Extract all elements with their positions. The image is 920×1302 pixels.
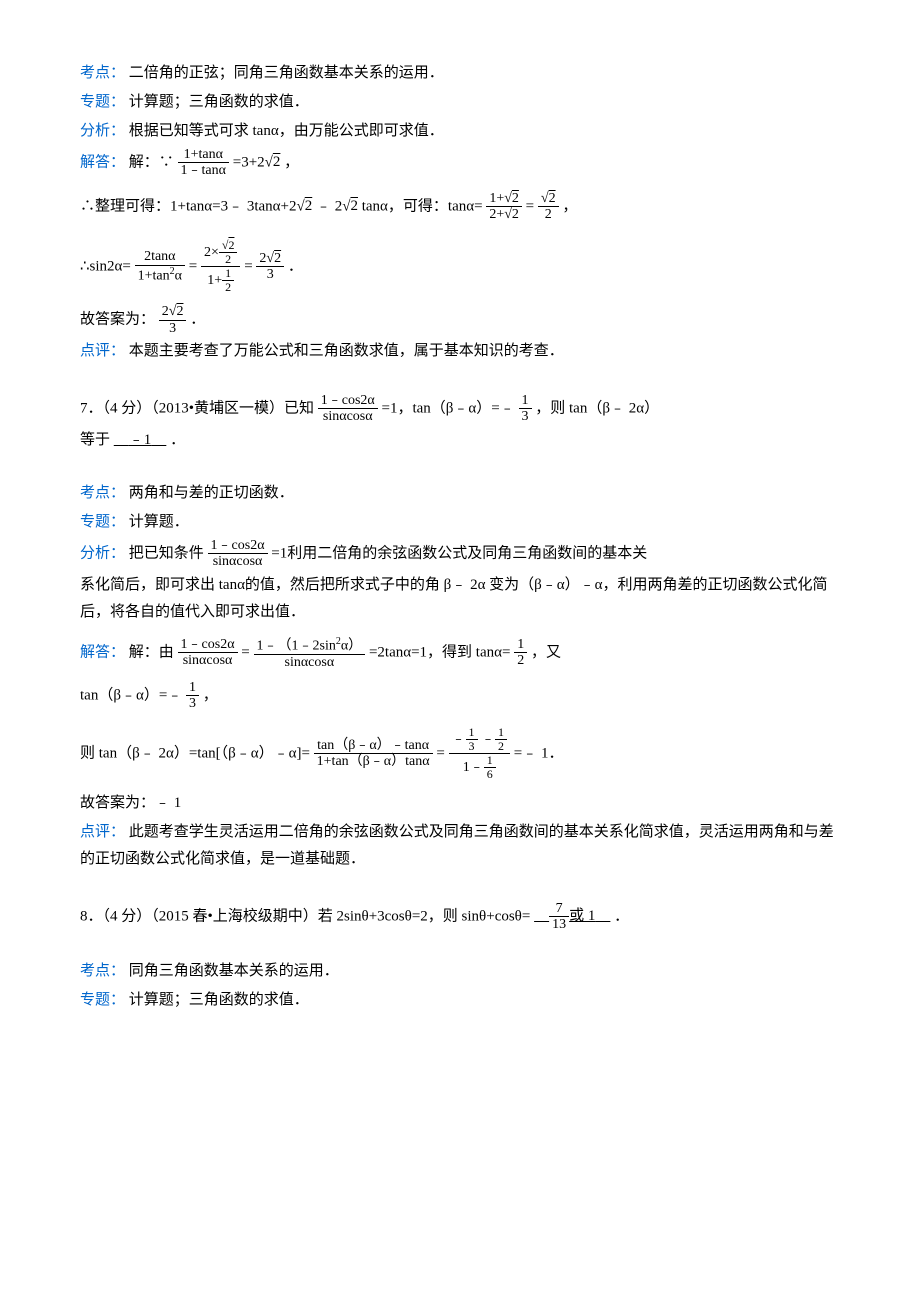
q7-jieda: 解答： 解：由 1﹣cos2α sinαcosα = 1﹣（1﹣2sin2α） … <box>80 636 840 670</box>
q6-jieda: 解答： 解：∵ 1+tanα 1﹣tanα =3+2√2 ， <box>80 147 840 179</box>
jd-end: ， <box>284 154 299 170</box>
frac-r: ﹣13 ﹣12 1﹣16 <box>449 726 511 782</box>
frac-big: tan（β﹣α）﹣tanα 1+tan（β﹣α）tanα <box>314 738 433 770</box>
q6-answer: 故答案为： 2√2 3 ． <box>80 304 840 336</box>
jd-prefix: 解：∵ <box>129 154 174 170</box>
q8-blank-answer: 713或 1 <box>534 908 610 924</box>
text-fenxi: 根据已知等式可求 tanα，由万能公式即可求值． <box>129 123 444 139</box>
q8-stem: 8．（4 分）（2015 春•上海校级期中）若 2sinθ+3cosθ=2，则 … <box>80 901 840 933</box>
q6-line3: ∴sin2α= 2tanα 1+tan2α = 2×√22 1+12 = 2√2… <box>80 239 840 295</box>
text-dianping: 本题主要考查了万能公式和三角函数求值，属于基本知识的考查． <box>129 343 564 359</box>
frac-onethird2: 1 3 <box>186 680 199 712</box>
frac-q7-fx: 1﹣cos2α sinαcosα <box>208 538 268 570</box>
q7-fenxi2: 系化简后，即可求出 tanα的值，然后把所求式子中的角 β﹣ 2α 变为（β﹣α… <box>80 572 840 626</box>
frac-tan2: √2 2 <box>538 191 559 223</box>
jd-rhs: =3+2 <box>233 154 265 170</box>
q6-section: 考点： 二倍角的正弦；同角三角函数基本关系的运用． 专题： 计算题；三角函数的求… <box>80 60 840 365</box>
label-jieda: 解答： <box>80 154 125 170</box>
sqrt2-a: 2 <box>273 155 281 170</box>
q6-kaodian: 考点： 二倍角的正弦；同角三角函数基本关系的运用． <box>80 60 840 87</box>
frac-onethird: 1 3 <box>519 393 532 425</box>
q7-section: 7．（4 分）（2013•黄埔区一模）已知 1﹣cos2α sinαcosα =… <box>80 393 840 873</box>
label-fenxi: 分析： <box>80 123 125 139</box>
q7-jieda3: 则 tan（β﹣ 2α）=tan[（β﹣α）﹣α]= tan（β﹣α）﹣tanα… <box>80 726 840 782</box>
text-kaodian: 二倍角的正弦；同角三角函数基本关系的运用． <box>129 65 444 81</box>
frac-mid: 2×√22 1+12 <box>201 239 241 295</box>
q6-dianping: 点评： 本题主要考查了万能公式和三角函数求值，属于基本知识的考查． <box>80 338 840 365</box>
q7-blank-answer: ﹣1 <box>114 432 167 448</box>
q7-dianping: 点评： 此题考查学生灵活运用二倍角的余弦函数公式及同角三角函数间的基本关系化简求… <box>80 819 840 873</box>
frac-7-13: 713 <box>549 901 569 933</box>
q6-line2: ∴整理可得：1+tanα=3﹣ 3tanα+2√2 ﹣ 2√2 tanα，可得：… <box>80 191 840 223</box>
q7-answer: 故答案为：﹣ 1 <box>80 790 840 817</box>
frac-tan: 1+√2 2+√2 <box>486 191 522 223</box>
frac-half: 1 2 <box>514 637 527 669</box>
frac-eq1: 1+tanα 1﹣tanα <box>178 147 229 179</box>
q8-kaodian: 考点： 同角三角函数基本关系的运用． <box>80 958 840 985</box>
q7-fenxi: 分析： 把已知条件 1﹣cos2α sinαcosα =1利用二倍角的余弦函数公… <box>80 538 840 570</box>
q6-fenxi: 分析： 根据已知等式可求 tanα，由万能公式即可求值． <box>80 118 840 145</box>
frac-jd2: 1﹣（1﹣2sin2α） sinαcosα <box>254 636 366 670</box>
frac-result: 2√2 3 <box>256 251 284 283</box>
q7-zhuanti: 专题： 计算题． <box>80 509 840 536</box>
frac-sin2a: 2tanα 1+tan2α <box>135 249 185 283</box>
q8-section: 8．（4 分）（2015 春•上海校级期中）若 2sinθ+3cosθ=2，则 … <box>80 901 840 1015</box>
frac-q7-1: 1﹣cos2α sinαcosα <box>318 393 378 425</box>
frac-answer: 2√2 3 <box>159 304 187 336</box>
q6-zhuanti: 专题： 计算题；三角函数的求值． <box>80 89 840 116</box>
q7-stem: 7．（4 分）（2013•黄埔区一模）已知 1﹣cos2α sinαcosα =… <box>80 393 840 425</box>
label-dianping: 点评： <box>80 343 125 359</box>
label-zhuanti: 专题： <box>80 94 125 110</box>
label-kaodian: 考点： <box>80 65 125 81</box>
q8-zhuanti: 专题： 计算题；三角函数的求值． <box>80 987 840 1014</box>
text-zhuanti: 计算题；三角函数的求值． <box>129 94 309 110</box>
q7-kaodian: 考点： 两角和与差的正切函数． <box>80 480 840 507</box>
q7-jieda2: tan（β﹣α）=﹣ 1 3 ， <box>80 680 840 712</box>
frac-jd1: 1﹣cos2α sinαcosα <box>178 637 238 669</box>
q7-stem2: 等于 ﹣1 ． <box>80 427 840 454</box>
